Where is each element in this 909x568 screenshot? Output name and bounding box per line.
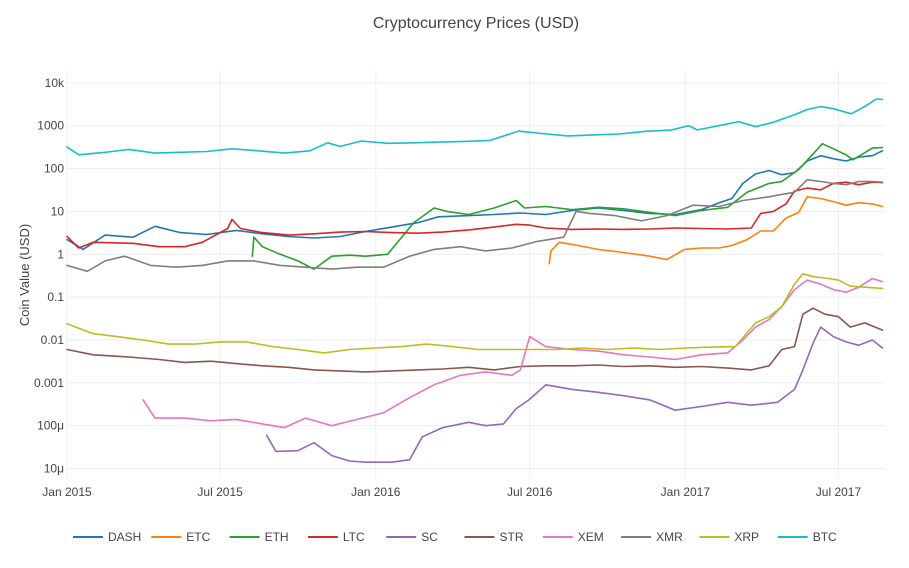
- x-tick-label: Jan 2015: [42, 485, 92, 499]
- y-tick-label: 1: [57, 247, 64, 261]
- x-tick-label: Jul 2016: [507, 485, 553, 499]
- legend-label: BTC: [813, 530, 837, 544]
- x-tick-label: Jul 2015: [197, 485, 243, 499]
- legend-item-xem[interactable]: XEM: [542, 530, 604, 544]
- y-tick-label: 10: [51, 204, 65, 218]
- x-tick-label: Jan 2016: [351, 485, 401, 499]
- series-line-xrp: [66, 273, 884, 354]
- series-line-sc: [265, 326, 884, 463]
- y-tick-label: 10k: [45, 76, 65, 90]
- series-line-eth: [251, 142, 884, 270]
- legend-label: LTC: [343, 530, 365, 544]
- y-tick-label: 1000: [37, 119, 64, 133]
- series-lines: [66, 98, 884, 463]
- series-line-etc: [548, 196, 884, 265]
- legend-item-xmr[interactable]: XMR: [621, 530, 683, 544]
- series-line-dash: [66, 150, 884, 251]
- series-line-str: [66, 307, 884, 373]
- series-line-xem: [142, 277, 884, 429]
- legend-label: ETC: [186, 530, 210, 544]
- legend-label: DASH: [108, 530, 141, 544]
- y-tick-label: 100: [44, 162, 64, 176]
- legend-item-str[interactable]: STR: [464, 530, 524, 544]
- legend-item-btc[interactable]: BTC: [777, 530, 837, 544]
- chart-title: Cryptocurrency Prices (USD): [373, 15, 579, 32]
- legend-item-etc[interactable]: ETC: [151, 530, 211, 544]
- legend-item-xrp[interactable]: XRP: [699, 530, 759, 544]
- y-tick-label: 0.01: [41, 333, 65, 347]
- y-tick-label: 0.001: [34, 376, 64, 390]
- y-tick-label: 10μ: [44, 461, 64, 475]
- series-line-xmr: [66, 178, 884, 273]
- y-tick-label: 0.1: [47, 290, 64, 304]
- legend-item-ltc[interactable]: LTC: [307, 530, 365, 544]
- y-tick-label: 100μ: [37, 419, 64, 433]
- legend-item-dash[interactable]: DASH: [73, 530, 141, 544]
- y-axis-label: Coin Value (USD): [17, 224, 32, 326]
- gridlines: [66, 70, 885, 478]
- series-line-btc: [66, 98, 884, 156]
- x-tick-label: Jan 2017: [661, 485, 711, 499]
- legend[interactable]: DASH ETC ETH LTC SC STR XEM XMR XRP BTC: [73, 530, 837, 544]
- legend-item-eth[interactable]: ETH: [229, 530, 289, 544]
- x-axis-ticks: Jan 2015 Jul 2015 Jan 2016 Jul 2016 Jan 2017…: [42, 485, 861, 499]
- legend-label: SC: [421, 530, 438, 544]
- legend-label: XMR: [656, 530, 683, 544]
- legend-label: STR: [500, 530, 524, 544]
- legend-label: XEM: [578, 530, 604, 544]
- legend-label: ETH: [265, 530, 289, 544]
- y-axis-ticks: 10μ 100μ 0.001 0.01 0.1 1 10 100 1000 10k: [34, 76, 65, 476]
- legend-label: XRP: [734, 530, 759, 544]
- x-tick-label: Jul 2017: [816, 485, 862, 499]
- legend-item-sc[interactable]: SC: [386, 530, 438, 544]
